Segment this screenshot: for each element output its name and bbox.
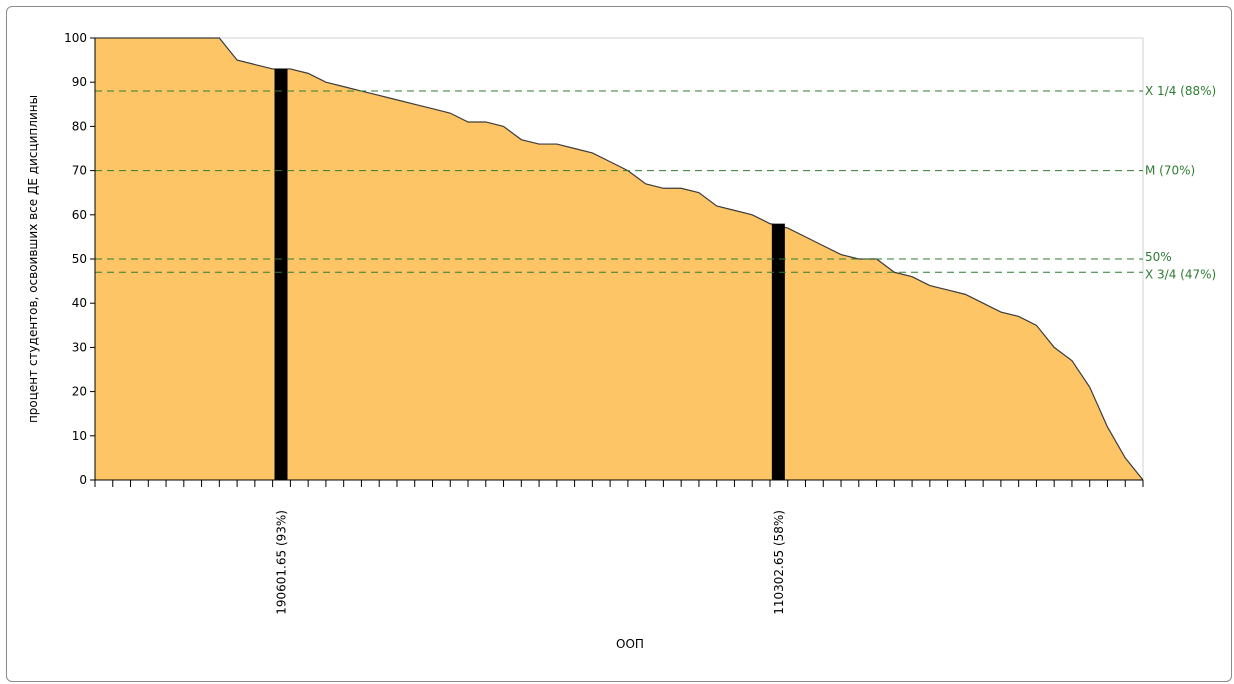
reference-label-3: 50% — [1145, 250, 1172, 264]
area-outline — [95, 37, 1144, 481]
y-tick-label: 90 — [72, 75, 87, 89]
y-tick-label: 40 — [72, 296, 87, 310]
y-tick-label: 0 — [79, 473, 87, 487]
highlight-bars — [274, 68, 785, 480]
y-tick-label: 20 — [72, 385, 87, 399]
reference-label-1: X 1/4 (88%) — [1145, 84, 1216, 98]
reference-label-4: X 3/4 (47%) — [1145, 267, 1216, 281]
area-fill — [95, 38, 1143, 480]
x-axis-ticks — [94, 480, 1144, 487]
y-tick-label: 60 — [72, 208, 87, 222]
y-tick-label: 70 — [72, 164, 87, 178]
highlight-bar-1 — [274, 68, 288, 480]
y-axis-title: процент студентов, освоивших все ДЕ дисц… — [26, 95, 40, 423]
y-tick-label: 100 — [64, 31, 87, 45]
x-axis-title: ООП — [616, 637, 644, 651]
x-tick-label-2: 110302.65 (58%) — [772, 510, 786, 615]
highlight-bar-2 — [771, 223, 785, 480]
y-tick-label: 10 — [72, 429, 87, 443]
reference-label-2: M (70%) — [1145, 164, 1195, 178]
y-tick-label: 30 — [72, 340, 87, 354]
y-tick-label: 80 — [72, 119, 87, 133]
y-tick-label: 50 — [72, 252, 87, 266]
x-tick-label-1: 190601.65 (93%) — [275, 510, 289, 615]
x-tick-labels: 190601.65 (93%) 110302.65 (58%) — [275, 510, 786, 615]
reference-lines: X 1/4 (88%) M (70%) 50% X 3/4 (47%) — [95, 84, 1216, 281]
y-axis-ticks: 0 10 20 30 40 50 60 70 80 90 100 — [64, 31, 95, 487]
